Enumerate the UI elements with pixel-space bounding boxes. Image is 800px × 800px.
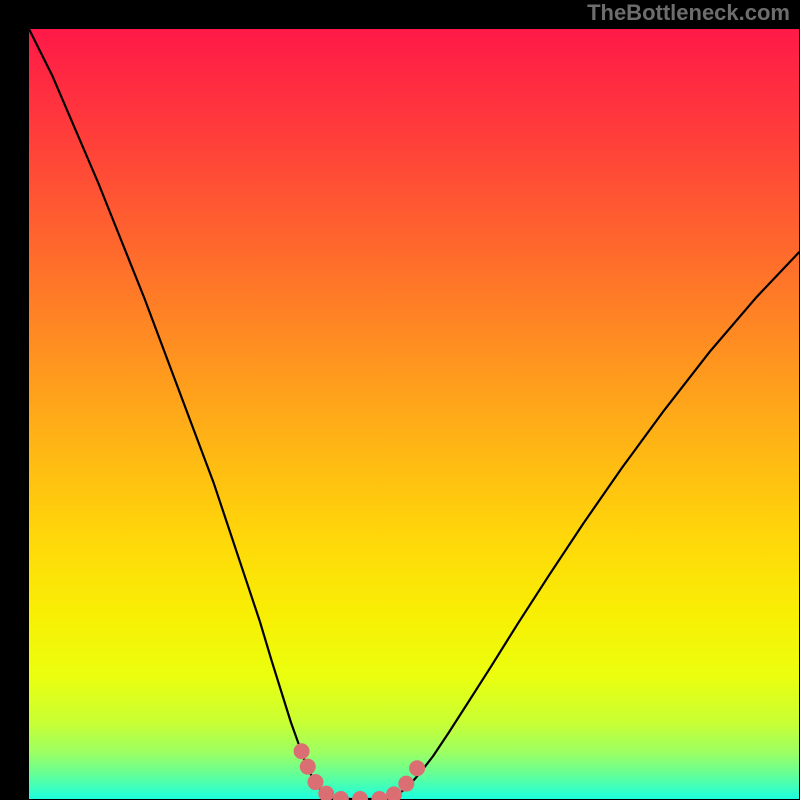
- bottleneck-curve: [29, 29, 799, 799]
- chart-stage: TheBottleneck.com: [0, 0, 800, 800]
- plot-area: [29, 29, 799, 799]
- dot: [294, 743, 310, 759]
- dot: [371, 791, 387, 800]
- dot: [352, 791, 368, 800]
- curve-svg: [29, 29, 799, 799]
- dot: [333, 791, 349, 800]
- dot: [398, 776, 414, 792]
- dot: [386, 786, 402, 800]
- dot: [409, 760, 425, 776]
- bottom-dots: [294, 743, 426, 800]
- watermark-text: TheBottleneck.com: [587, 0, 790, 26]
- dot: [300, 759, 316, 775]
